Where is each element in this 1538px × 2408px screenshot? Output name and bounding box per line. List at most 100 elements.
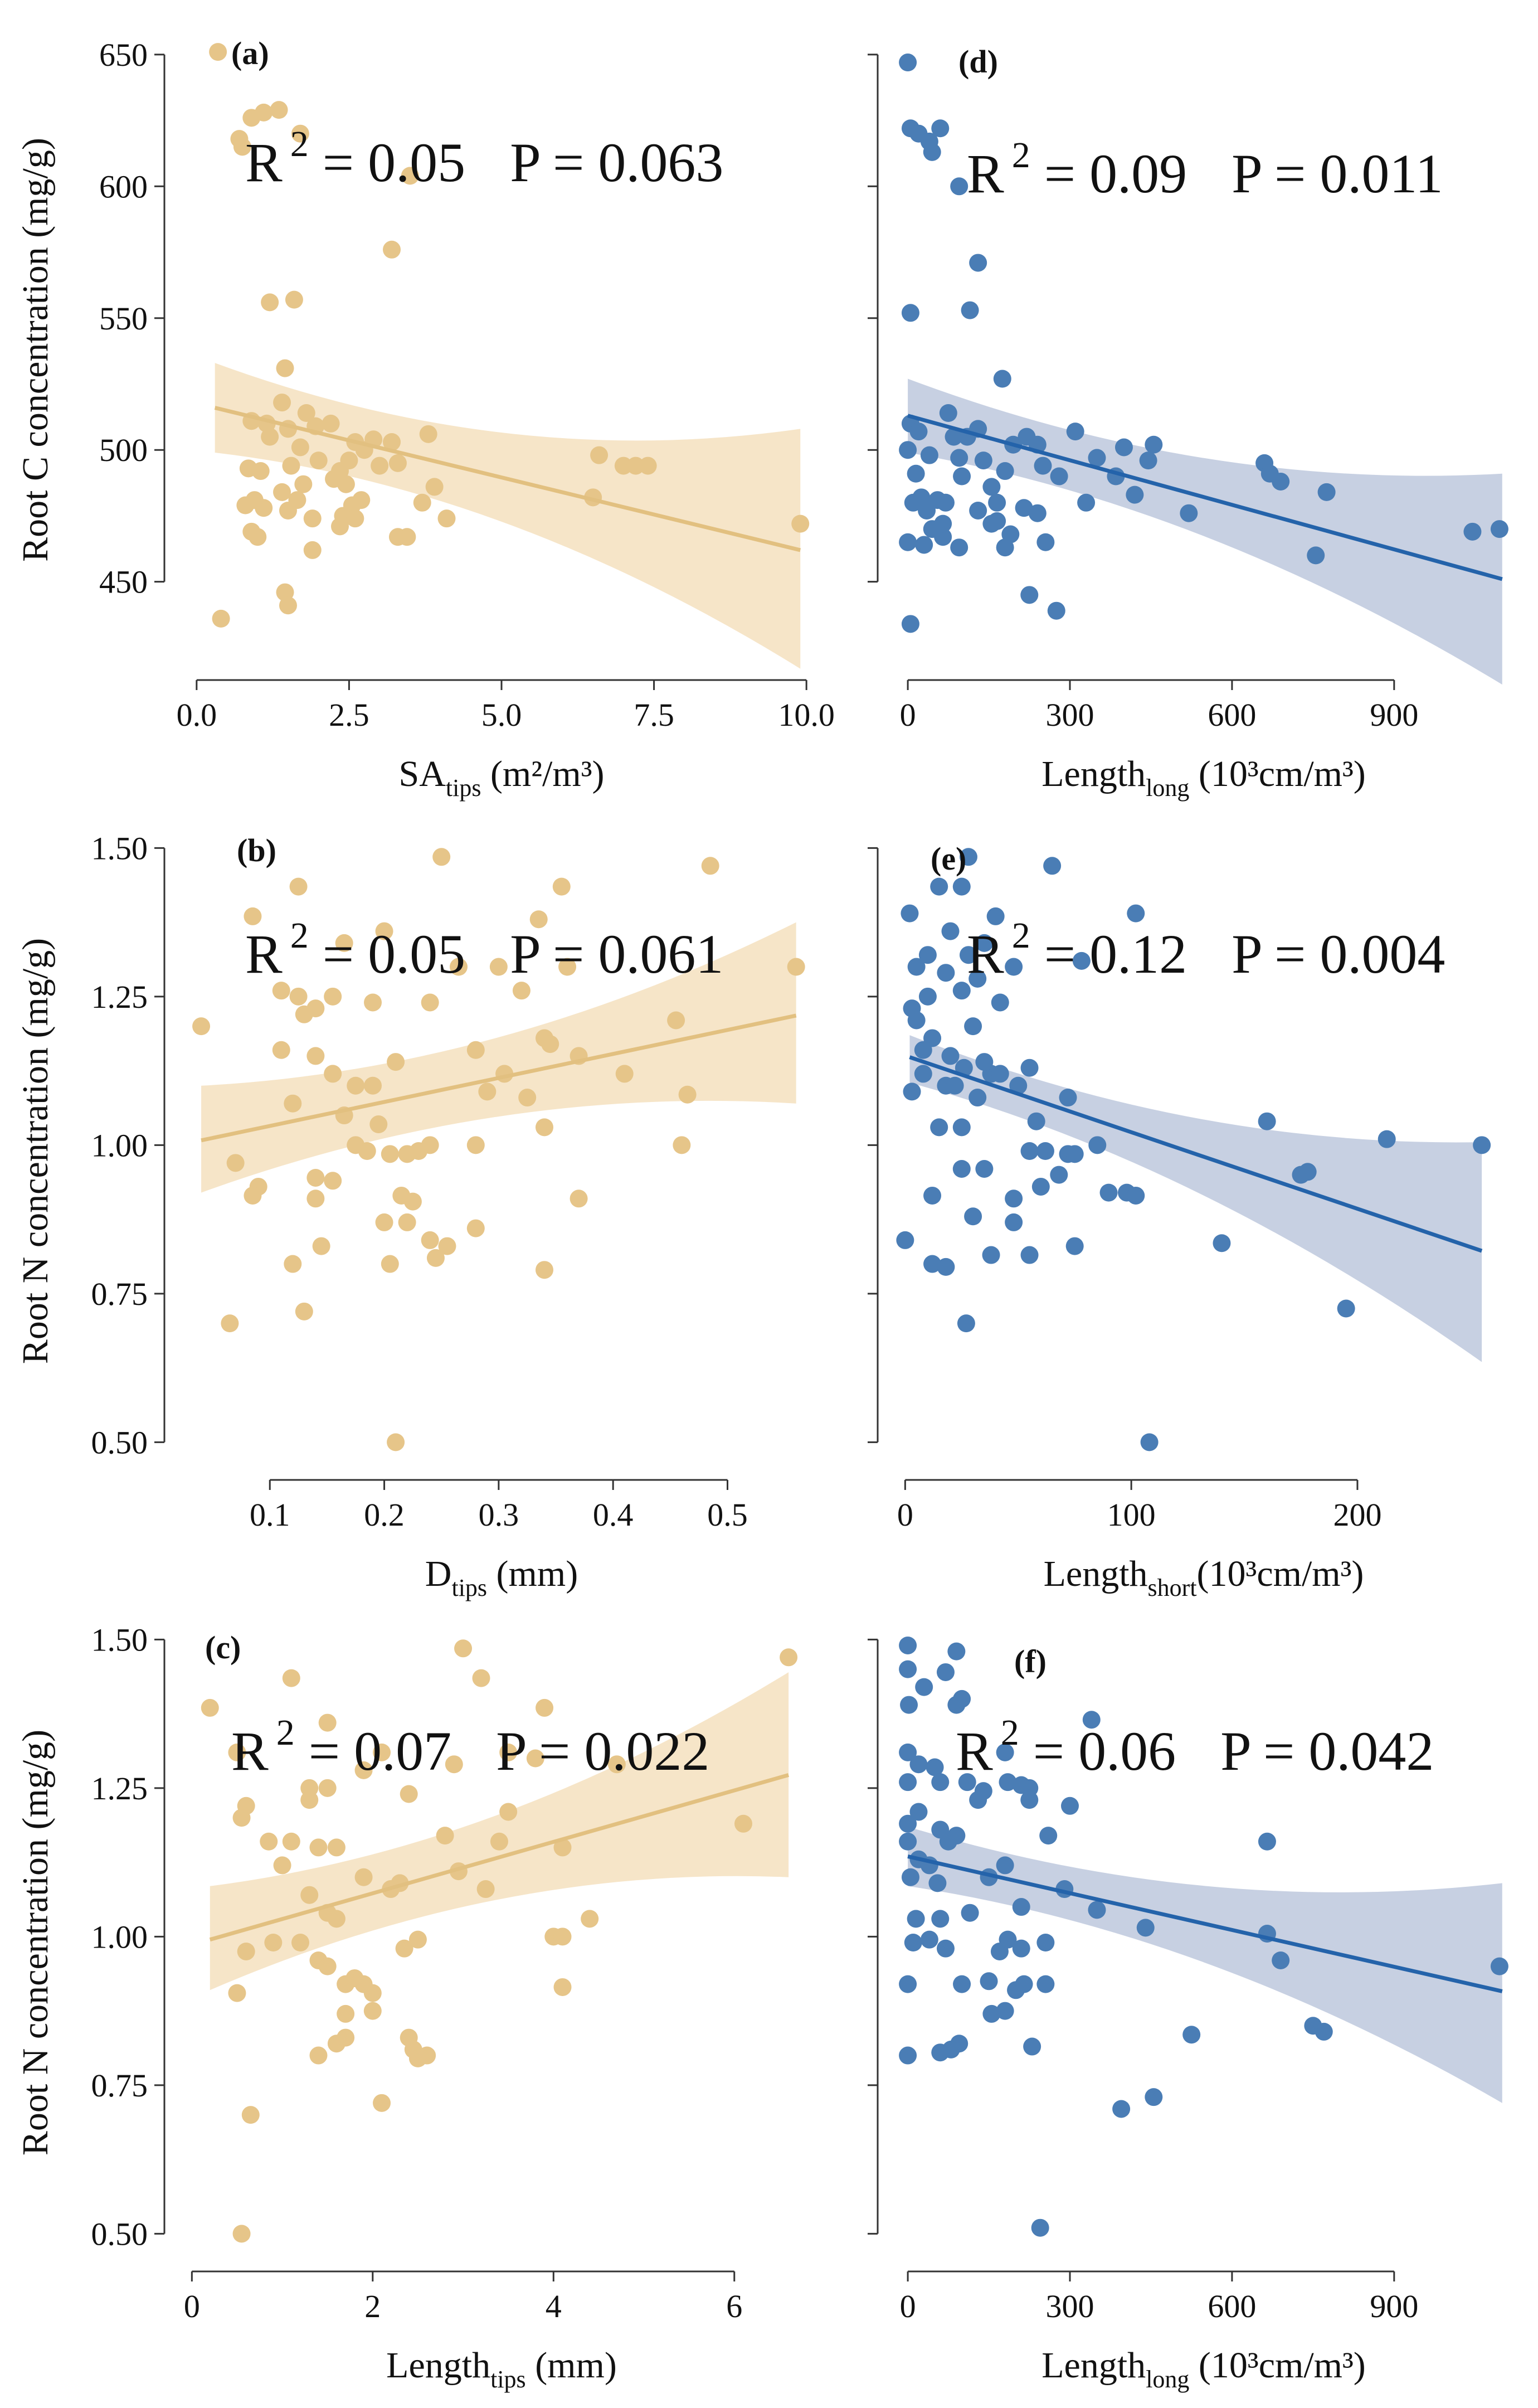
data-point bbox=[920, 446, 938, 464]
data-point bbox=[1015, 499, 1033, 517]
x-axis-label: SAtips (m²/m³) bbox=[399, 754, 605, 802]
data-point bbox=[639, 457, 657, 475]
data-point bbox=[923, 1255, 942, 1273]
data-point bbox=[950, 2035, 968, 2053]
data-point bbox=[899, 1636, 917, 1654]
data-point bbox=[512, 982, 530, 1000]
data-point bbox=[324, 1172, 342, 1190]
data-point bbox=[324, 1065, 342, 1083]
y-axis-label: Root N concentration (mg/g) bbox=[15, 938, 56, 1364]
x-tick-label: 2 bbox=[364, 2288, 381, 2324]
data-point bbox=[291, 438, 309, 457]
data-point bbox=[996, 462, 1014, 480]
data-point bbox=[901, 615, 919, 633]
data-point bbox=[335, 934, 353, 952]
data-point bbox=[552, 877, 571, 896]
y-tick-label: 450 bbox=[99, 564, 148, 600]
x-axis-label-sub: tips bbox=[446, 774, 481, 802]
y-tick-label: 650 bbox=[99, 37, 148, 73]
data-point bbox=[1378, 1130, 1396, 1148]
data-point bbox=[284, 1094, 302, 1113]
x-axis-label: Lengthlong (10³cm/m³) bbox=[1041, 754, 1366, 802]
data-point bbox=[896, 1231, 914, 1249]
data-point bbox=[212, 609, 230, 628]
data-point bbox=[900, 1696, 918, 1714]
data-point bbox=[931, 2043, 950, 2062]
data-point bbox=[1036, 1975, 1055, 1993]
data-point bbox=[536, 1698, 554, 1717]
panel-label: (c) bbox=[205, 1629, 241, 1666]
data-point bbox=[899, 2046, 917, 2065]
data-point bbox=[945, 428, 963, 446]
x-axis-label-unit: (10³cm/m³) bbox=[1189, 754, 1365, 794]
data-point bbox=[673, 1136, 691, 1154]
data-point bbox=[1145, 2088, 1163, 2106]
data-point bbox=[518, 1089, 537, 1107]
stat-r-exponent: 2 bbox=[290, 124, 309, 164]
data-point bbox=[425, 478, 444, 496]
stat-r-label: R bbox=[967, 143, 1004, 205]
stat-r-label: R bbox=[967, 923, 1004, 985]
y-axis-label: Root C concentration (mg/g) bbox=[15, 138, 56, 562]
data-point bbox=[907, 958, 926, 976]
x-tick-label: 900 bbox=[1370, 2288, 1418, 2324]
data-point bbox=[936, 1939, 955, 1958]
chart-panel-c: 0.50 0.75 1.00 1.25 1.50 0 2 4 6 Root N concentra… bbox=[15, 1621, 798, 2393]
x-tick-label: 0 bbox=[184, 2288, 200, 2324]
data-point bbox=[996, 2002, 1014, 2020]
chart-panel-a: 450 500 550 600 650 0.0 2.5 5.0 7.5 10.0 Root C co… bbox=[15, 35, 835, 802]
data-point bbox=[915, 536, 933, 554]
data-point bbox=[1145, 435, 1163, 454]
y-tick-label: 1.25 bbox=[91, 979, 148, 1015]
data-point bbox=[553, 1978, 572, 1996]
data-point bbox=[1072, 951, 1091, 970]
data-point bbox=[437, 509, 456, 528]
y-tick-label: 1.50 bbox=[91, 1621, 148, 1658]
x-axis-label-main: D bbox=[425, 1553, 452, 1594]
data-point bbox=[421, 1231, 439, 1249]
data-point bbox=[426, 1249, 445, 1267]
data-point bbox=[961, 1904, 979, 1922]
y-tick-label: 0.75 bbox=[91, 2067, 148, 2104]
data-point bbox=[306, 1168, 325, 1187]
data-point bbox=[899, 1660, 917, 1678]
data-point bbox=[232, 2225, 251, 2243]
data-point bbox=[261, 293, 279, 312]
data-point bbox=[1050, 1166, 1068, 1184]
data-point bbox=[375, 922, 393, 940]
x-tick-label: 5.0 bbox=[481, 697, 522, 733]
data-point bbox=[899, 1773, 917, 1792]
data-point bbox=[289, 877, 308, 896]
y-tick-label: 0.50 bbox=[91, 1424, 148, 1460]
data-point bbox=[260, 1832, 278, 1851]
data-point bbox=[436, 1827, 454, 1845]
data-point bbox=[381, 1255, 399, 1273]
data-point bbox=[337, 2004, 355, 2023]
y-tick-label: 600 bbox=[99, 168, 148, 205]
data-point bbox=[375, 1213, 393, 1231]
data-point bbox=[454, 1639, 473, 1658]
data-point bbox=[279, 501, 297, 520]
data-point bbox=[272, 982, 290, 1000]
x-tick-label: 100 bbox=[1107, 1497, 1156, 1533]
data-point bbox=[303, 541, 322, 559]
x-axis-label-unit: (mm) bbox=[487, 1553, 578, 1594]
stat-r-exponent: 2 bbox=[1012, 135, 1030, 176]
y-tick-label: 1.50 bbox=[91, 830, 148, 866]
data-point bbox=[291, 124, 309, 143]
data-point bbox=[421, 993, 439, 1012]
stat-p-value: P = 0.011 bbox=[1232, 143, 1443, 205]
data-point bbox=[1059, 1089, 1077, 1107]
chart-panel-b: 0.50 0.75 1.00 1.25 1.50 0.1 0.2 0.3 0.4 0.5 Root … bbox=[15, 830, 805, 1601]
data-point bbox=[926, 1758, 944, 1776]
data-point bbox=[438, 1237, 456, 1255]
x-tick-label: 2.5 bbox=[329, 697, 369, 733]
data-point bbox=[221, 1314, 239, 1333]
data-point bbox=[975, 934, 994, 952]
data-point bbox=[413, 493, 431, 512]
data-point bbox=[410, 1142, 428, 1160]
x-tick-label: 0.4 bbox=[593, 1497, 634, 1533]
